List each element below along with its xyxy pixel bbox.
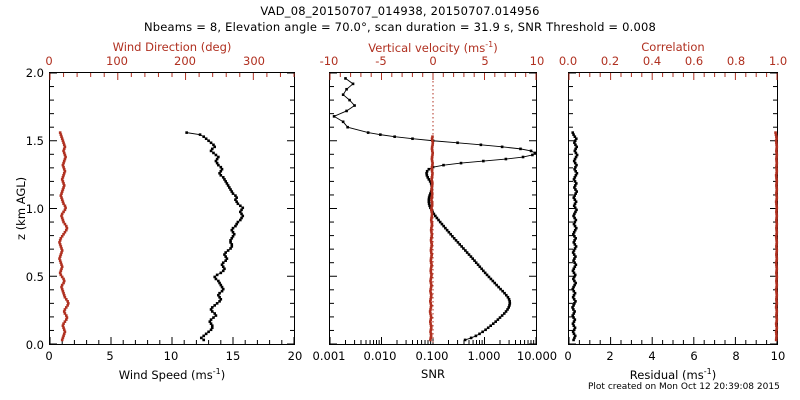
- panel2-bottom-tick-0.100: 0.100: [415, 349, 449, 363]
- panel-wind: [49, 72, 295, 345]
- panel3-bottom-axis-title: Residual (ms-1): [568, 367, 778, 382]
- panel1-xlabel-text: Wind Speed (ms: [118, 367, 213, 382]
- panel-snr-plot: [329, 72, 537, 345]
- panel3-top-tick-1.0: 1.0: [768, 54, 788, 68]
- panel3-top-tick-0.0: 0.0: [558, 54, 578, 68]
- panel2-toplabel-tail: ): [493, 40, 498, 55]
- panel2-toplabel-sup: -1: [485, 40, 494, 49]
- panel-residual-plot: [568, 72, 779, 345]
- panel3-top-tick-0.6: 0.6: [684, 54, 704, 68]
- plot-created-footer: Plot created on Mon Oct 12 20:39:08 2015: [588, 382, 780, 392]
- panel1-bottom-tick-10: 10: [163, 349, 179, 363]
- panel3-xlabel-sup: -1: [703, 367, 712, 376]
- panel1-bottom-tick-0: 0: [45, 349, 53, 363]
- panel1-top-axis-title: Wind Direction (deg): [112, 40, 232, 54]
- y-tick-0.5: 0.5: [25, 270, 44, 284]
- panel-snr: [329, 72, 537, 345]
- panel3-bottom-tick-0: 0: [564, 349, 572, 363]
- panel2-top-tick-0: 0: [429, 54, 437, 68]
- panel3-bottom-tick-2: 2: [606, 349, 614, 363]
- panel2-bottom-tick-0.001: 0.001: [312, 349, 346, 363]
- panel-residual: [568, 72, 779, 345]
- panel1-top-tick-0: 0: [45, 54, 53, 68]
- panel2-top-tick-10: 10: [529, 54, 545, 68]
- panel1-top-tick-300: 300: [243, 54, 265, 68]
- panel1-bottom-tick-5: 5: [106, 349, 114, 363]
- panel3-top-tick-0.8: 0.8: [726, 54, 746, 68]
- panel-wind-plot: [49, 72, 295, 345]
- panel2-top-tick-5: 5: [481, 54, 489, 68]
- panel1-xlabel-sup: -1: [212, 367, 221, 376]
- panel3-bottom-tick-6: 6: [690, 349, 698, 363]
- panel1-xlabel-tail: ): [220, 367, 226, 382]
- y-tick-1.0: 1.0: [25, 202, 44, 216]
- panel2-top-tick-n5: -5: [375, 54, 387, 68]
- panel2-bottom-tick-1.000: 1.000: [467, 349, 501, 363]
- panel1-bottom-tick-20: 20: [287, 349, 303, 363]
- panel3-top-axis-title: Correlation: [641, 40, 705, 54]
- panel2-bottom-tick-0.010: 0.010: [363, 349, 397, 363]
- panel1-bottom-axis-title: Wind Speed (ms-1): [49, 367, 295, 382]
- y-tick-2.0: 2.0: [25, 66, 44, 80]
- panel2-bottom-tick-10.000: 10.000: [516, 349, 558, 363]
- panel3-bottom-tick-10: 10: [770, 349, 786, 363]
- panel1-top-tick-200: 200: [174, 54, 196, 68]
- page-title: VAD_08_20150707_014938, 20150707.014956: [260, 4, 540, 18]
- y-tick-0.0: 0.0: [25, 338, 44, 352]
- panel2-top-tick-n10: -10: [319, 54, 339, 68]
- panel3-bottom-tick-8: 8: [732, 349, 740, 363]
- panel1-top-tick-100: 100: [106, 54, 128, 68]
- panel3-xlabel-text: Residual (ms: [629, 367, 704, 382]
- y-tick-1.5: 1.5: [25, 134, 44, 148]
- panel3-top-tick-0.2: 0.2: [600, 54, 620, 68]
- panel2-bottom-axis-title: SNR: [421, 367, 445, 381]
- panel3-bottom-tick-4: 4: [648, 349, 656, 363]
- panel2-top-axis-title: Vertical velocity (ms-1): [329, 40, 537, 55]
- panel2-toplabel-text: Vertical velocity (ms: [368, 40, 486, 55]
- page-subtitle: Nbeams = 8, Elevation angle = 70.0°, sca…: [143, 20, 657, 34]
- panel3-xlabel-tail: ): [711, 367, 717, 382]
- panel3-top-tick-0.4: 0.4: [642, 54, 662, 68]
- panel1-bottom-tick-15: 15: [225, 349, 241, 363]
